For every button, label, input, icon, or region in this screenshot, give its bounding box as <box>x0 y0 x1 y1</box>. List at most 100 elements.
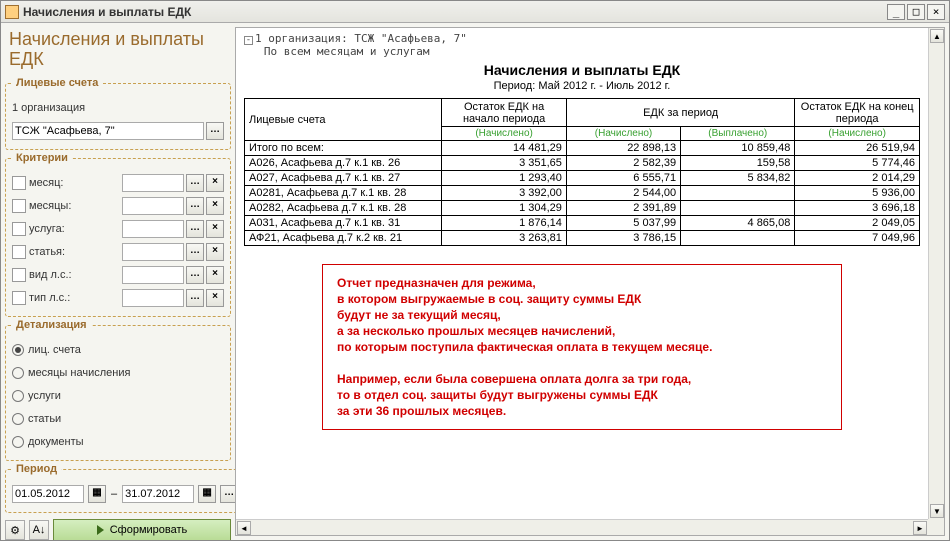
table-row[interactable]: А0281, Асафьева д.7 к.1 кв. 283 392,002 … <box>245 186 920 201</box>
table-row[interactable]: А0282, Асафьева д.7 к.1 кв. 281 304,292 … <box>245 201 920 216</box>
cell-start: 3 263,81 <box>442 231 567 246</box>
criteria-checkbox[interactable] <box>12 176 26 190</box>
detail-radio[interactable] <box>12 436 24 448</box>
criteria-label: месяц: <box>29 177 122 189</box>
close-button[interactable]: × <box>927 4 945 20</box>
detail-radio[interactable] <box>12 367 24 379</box>
criteria-checkbox[interactable] <box>12 199 26 213</box>
cell-paid: 5 834,82 <box>681 171 795 186</box>
app-icon <box>5 5 19 19</box>
criteria-clear-button[interactable]: × <box>206 289 224 307</box>
outline-line1: 1 организация: ТСЖ "Асафьева, 7" <box>255 32 467 45</box>
detail-radio[interactable] <box>12 344 24 356</box>
scroll-left-icon[interactable]: ◄ <box>237 521 251 535</box>
cell-start: 3 351,65 <box>442 156 567 171</box>
titlebar[interactable]: Начисления и выплаты ЕДК _ □ × <box>1 1 949 23</box>
period-to-picker[interactable]: ▦ <box>198 485 216 503</box>
cell-paid <box>681 186 795 201</box>
criteria-input[interactable] <box>122 197 184 215</box>
cell-end: 5 774,46 <box>795 156 920 171</box>
page-title: Начисления и выплаты ЕДК <box>5 27 231 75</box>
scrollbar-corner <box>928 519 944 535</box>
minimize-button[interactable]: _ <box>887 4 905 20</box>
report-pane: -1 организация: ТСЖ "Асафьева, 7" По все… <box>235 27 945 536</box>
report-title: Начисления и выплаты ЕДК <box>244 62 920 78</box>
period-from-picker[interactable]: ▦ <box>88 485 106 503</box>
org-picker-button[interactable]: … <box>206 122 224 140</box>
report-note: Отчет предназначен для режима, в котором… <box>322 264 842 430</box>
org-count-label: 1 организация <box>12 102 224 114</box>
cell-accrued: 3 786,15 <box>566 231 680 246</box>
sub-start: (Начислено) <box>442 127 567 141</box>
sort-icon[interactable]: A↓ <box>29 520 49 540</box>
criteria-picker-button[interactable]: … <box>186 289 204 307</box>
cell-acct: А031, Асафьева д.7 к.1 кв. 31 <box>245 216 442 231</box>
criteria-picker-button[interactable]: … <box>186 197 204 215</box>
criteria-picker-button[interactable]: … <box>186 174 204 192</box>
criteria-input[interactable] <box>122 220 184 238</box>
criteria-checkbox[interactable] <box>12 245 26 259</box>
scroll-up-icon[interactable]: ▲ <box>930 29 944 43</box>
criteria-input[interactable] <box>122 174 184 192</box>
cell-start: 1 293,40 <box>442 171 567 186</box>
accounts-legend: Лицевые счета <box>12 77 102 89</box>
total-c2: 14 481,29 <box>442 141 567 156</box>
scrollbar-horizontal[interactable]: ◄ ► <box>236 519 928 535</box>
generate-label: Сформировать <box>110 524 188 536</box>
col-accounts: Лицевые счета <box>245 99 442 141</box>
cell-paid: 159,58 <box>681 156 795 171</box>
detail-radio[interactable] <box>12 413 24 425</box>
criteria-checkbox[interactable] <box>12 222 26 236</box>
report-header: Начисления и выплаты ЕДК Период: Май 201… <box>244 62 920 92</box>
criteria-clear-button[interactable]: × <box>206 266 224 284</box>
table-row[interactable]: А026, Асафьева д.7 к.1 кв. 263 351,652 5… <box>245 156 920 171</box>
criteria-input[interactable] <box>122 243 184 261</box>
cell-accrued: 2 582,39 <box>566 156 680 171</box>
criteria-picker-button[interactable]: … <box>186 243 204 261</box>
note-l7: то в отдел соц. защиты будут выгружены с… <box>337 387 827 403</box>
org-input[interactable] <box>12 122 204 140</box>
cell-paid: 4 865,08 <box>681 216 795 231</box>
detail-label: месяцы начисления <box>28 367 224 379</box>
note-l3: будут не за текущий месяц, <box>337 307 827 323</box>
criteria-checkbox[interactable] <box>12 291 26 305</box>
scroll-down-icon[interactable]: ▼ <box>930 504 944 518</box>
window-title: Начисления и выплаты ЕДК <box>23 5 885 19</box>
criteria-picker-button[interactable]: … <box>186 220 204 238</box>
criteria-input[interactable] <box>122 289 184 307</box>
criteria-clear-button[interactable]: × <box>206 174 224 192</box>
maximize-button[interactable]: □ <box>907 4 925 20</box>
criteria-group: Критерии месяц:…×месяцы:…×услуга:…×стать… <box>5 152 231 317</box>
criteria-input[interactable] <box>122 266 184 284</box>
note-l5: по которым поступила фактическая оплата … <box>337 339 827 355</box>
note-l1: Отчет предназначен для режима, <box>337 275 827 291</box>
note-l6: Например, если была совершена оплата дол… <box>337 371 827 387</box>
sub-end: (Начислено) <box>795 127 920 141</box>
note-l2: в котором выгружаемые в соц. защиту сумм… <box>337 291 827 307</box>
outline[interactable]: -1 организация: ТСЖ "Асафьева, 7" По все… <box>244 32 920 58</box>
period-from-input[interactable] <box>12 485 84 503</box>
criteria-checkbox[interactable] <box>12 268 26 282</box>
sidebar: Начисления и выплаты ЕДК Лицевые счета 1… <box>5 27 231 536</box>
criteria-clear-button[interactable]: × <box>206 220 224 238</box>
generate-button[interactable]: Сформировать <box>53 519 231 540</box>
criteria-clear-button[interactable]: × <box>206 197 224 215</box>
total-c4: 10 859,48 <box>681 141 795 156</box>
collapse-icon[interactable]: - <box>244 36 253 45</box>
scrollbar-vertical[interactable]: ▲ ▼ <box>928 28 944 519</box>
criteria-label: услуга: <box>29 223 122 235</box>
table-row[interactable]: А031, Асафьева д.7 к.1 кв. 311 876,145 0… <box>245 216 920 231</box>
criteria-clear-button[interactable]: × <box>206 243 224 261</box>
criteria-picker-button[interactable]: … <box>186 266 204 284</box>
settings-icon[interactable]: ⚙ <box>5 520 25 540</box>
detail-radio[interactable] <box>12 390 24 402</box>
criteria-label: тип л.с.: <box>29 292 122 304</box>
table-total-row: Итого по всем: 14 481,29 22 898,13 10 85… <box>245 141 920 156</box>
period-to-input[interactable] <box>122 485 194 503</box>
cell-paid <box>681 201 795 216</box>
accounts-group: Лицевые счета 1 организация … <box>5 77 231 150</box>
table-row[interactable]: АФ21, Асафьева д.7 к.2 кв. 213 263,813 7… <box>245 231 920 246</box>
scroll-right-icon[interactable]: ► <box>913 521 927 535</box>
table-row[interactable]: А027, Асафьева д.7 к.1 кв. 271 293,406 5… <box>245 171 920 186</box>
criteria-legend: Критерии <box>12 152 72 164</box>
